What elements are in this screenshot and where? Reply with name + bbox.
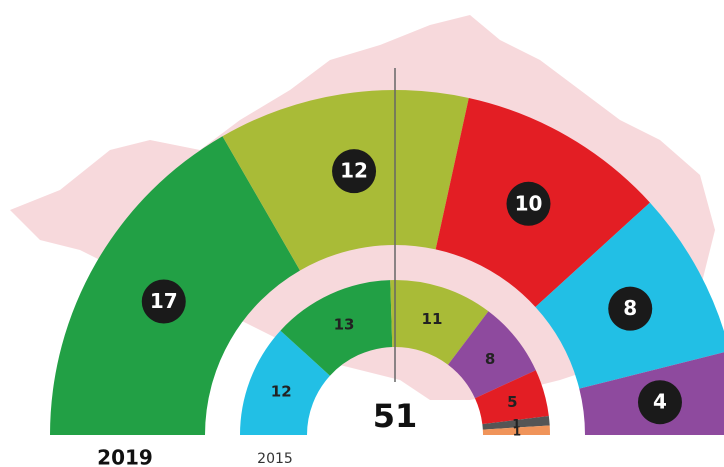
seat-label: 12 bbox=[340, 159, 368, 183]
label-badge bbox=[506, 181, 551, 226]
label-badge bbox=[332, 149, 377, 194]
seat-label: 1 bbox=[513, 425, 521, 439]
seat-label: 13 bbox=[334, 316, 355, 334]
seat-label: 12 bbox=[271, 382, 292, 400]
seat-segment bbox=[474, 370, 549, 425]
seat-label: 17 bbox=[150, 289, 178, 313]
seat-segment bbox=[280, 280, 393, 376]
seat-label: 4 bbox=[653, 390, 667, 414]
seat-segment bbox=[240, 330, 330, 435]
seat-label: 5 bbox=[507, 393, 517, 411]
total-label: 51 bbox=[373, 397, 418, 435]
ring-name: 2015 bbox=[257, 451, 293, 467]
label-badge bbox=[141, 279, 186, 324]
seat-label: 8 bbox=[485, 350, 495, 368]
seat-segment bbox=[390, 280, 489, 365]
seat-label: 10 bbox=[515, 191, 543, 215]
seat-segment bbox=[448, 311, 536, 399]
label-badge bbox=[608, 286, 653, 331]
ring-name: 2019 bbox=[97, 446, 153, 467]
seat-segment bbox=[482, 425, 550, 435]
label-badge bbox=[637, 380, 682, 425]
seat-label: 8 bbox=[623, 296, 637, 320]
seat-segment bbox=[482, 415, 550, 430]
seat-label: 11 bbox=[422, 310, 443, 328]
seat-label: 1 bbox=[512, 417, 520, 431]
